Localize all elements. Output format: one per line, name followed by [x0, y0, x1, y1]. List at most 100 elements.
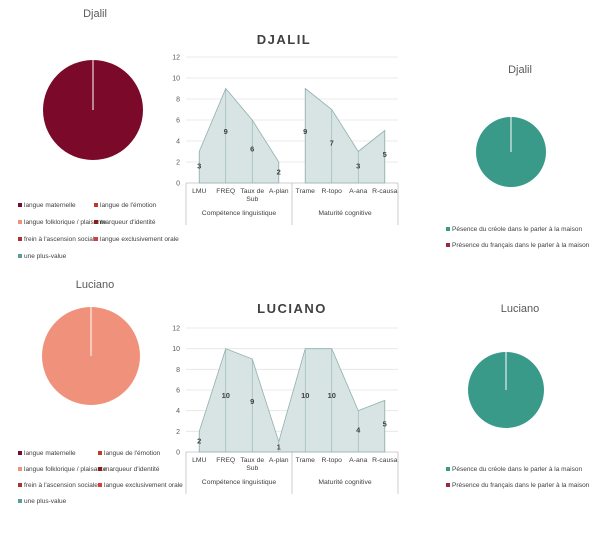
y-tick-label: 10: [172, 346, 180, 353]
data-label: 6: [250, 144, 254, 153]
legend-swatch: [18, 483, 22, 488]
legend-swatch: [94, 220, 98, 225]
legend-item: langue de l'émotion: [98, 447, 160, 461]
group-label: Compétence linguistique: [202, 479, 277, 486]
legend-label: marqueur d'identité: [104, 466, 160, 473]
legend-label: langue maternelle: [24, 450, 76, 457]
x-tick-label: Trame: [296, 188, 316, 195]
legend-swatch: [18, 237, 22, 242]
pie-title: Djalil: [508, 64, 532, 76]
x-tick-label: LMU: [192, 188, 206, 195]
pie-legend: langue maternelle langue de l'émotion lang…: [18, 199, 198, 269]
data-label: 9: [303, 127, 307, 136]
pie-chart: Djalil: [476, 64, 546, 187]
pie-title: Luciano: [501, 303, 540, 315]
legend-label: une plus-value: [24, 498, 67, 505]
legend-label: langue folklorique / plaisante: [24, 466, 107, 473]
pie-title: Djalil: [83, 8, 107, 20]
y-tick-label: 4: [176, 139, 180, 146]
legend-swatch: [446, 243, 450, 248]
legend-label: langue de l'émotion: [100, 202, 157, 209]
data-label: 2: [197, 437, 201, 446]
legend-item: une plus-value: [18, 250, 66, 264]
y-tick-label: 8: [176, 97, 180, 104]
legend-item: langue folklorique / plaisante: [18, 463, 106, 477]
x-tick-label: R-topo: [322, 457, 343, 464]
data-label: 3: [356, 162, 360, 171]
chart-title: DJALIL: [257, 32, 312, 47]
group-label: Compétence linguistique: [202, 210, 277, 217]
legend-label: Présence du français dans le parler à la…: [452, 242, 590, 249]
legend-swatch: [98, 467, 102, 472]
legend-item: Présence du français dans le parler à la…: [446, 479, 589, 493]
legend-label: Pésence du créole dans le parler à la ma…: [452, 226, 583, 233]
legend-label: une plus-value: [24, 253, 67, 260]
legend-label: langue exclusivement orale: [100, 236, 179, 243]
legend-item: frein à l'ascension sociale: [18, 479, 98, 493]
legend-swatch: [18, 220, 22, 225]
y-tick-label: 10: [172, 76, 180, 83]
data-label: 5: [383, 150, 387, 159]
data-label: 4: [356, 425, 361, 434]
legend-label: Pésence du créole dans le parler à la ma…: [452, 466, 583, 473]
legend-swatch: [18, 499, 22, 504]
legend-item: langue maternelle: [18, 447, 76, 461]
legend-swatch: [18, 451, 22, 456]
data-label: 10: [301, 391, 309, 400]
x-tick-label: R-topo: [322, 188, 343, 195]
legend-swatch: [446, 483, 450, 488]
legend-label: langue maternelle: [24, 202, 76, 209]
y-tick-label: 2: [176, 160, 180, 167]
legend-item: Pésence du créole dans le parler à la ma…: [446, 223, 582, 237]
series-area: [304, 87, 386, 184]
data-label: 9: [224, 127, 228, 136]
data-label: 9: [250, 397, 254, 406]
legend-swatch: [94, 237, 98, 242]
data-label: 1: [277, 443, 281, 452]
y-tick-label: 2: [176, 429, 180, 436]
y-tick-label: 0: [176, 181, 180, 188]
legend-label: langue de l'émotion: [104, 450, 161, 457]
legend-swatch: [94, 203, 98, 208]
legend-swatch: [446, 227, 450, 232]
data-label: 2: [277, 167, 281, 176]
series-area: [198, 348, 386, 453]
legend-swatch: [98, 483, 102, 488]
legend-item: Présence du français dans le parler à la…: [446, 239, 589, 253]
legend-item: marqueur d'identité: [98, 463, 159, 477]
legend-item: une plus-value: [18, 495, 66, 509]
pie-legend: Pésence du créole dans le parler à la ma…: [446, 223, 596, 263]
legend-swatch: [18, 254, 22, 259]
chart-title: LUCIANO: [257, 301, 327, 316]
y-tick-label: 8: [176, 367, 180, 374]
legend-swatch: [18, 203, 22, 208]
x-tick-label: Taux de Sub: [240, 188, 264, 203]
group-label: Maturité cognitive: [318, 210, 371, 217]
data-label: 10: [222, 391, 230, 400]
legend-label: marqueur d'identité: [100, 219, 156, 226]
area-chart: DJALIL 0 2 4 6 8 10 12 3 9 6 2 9 7 3 5 LMU FREQ Taux de Sub…: [172, 32, 399, 225]
x-tick-label: A-plan: [269, 457, 289, 464]
x-tick-label: Taux de Sub: [240, 457, 264, 472]
pie-legend: Pésence du créole dans le parler à la ma…: [446, 463, 596, 503]
legend-label: frein à l'ascension sociale: [24, 236, 98, 243]
legend-item: marqueur d'identité: [94, 216, 155, 230]
legend-item: frein à l'ascension sociale: [18, 233, 98, 247]
x-tick-label: A-ana: [349, 188, 367, 195]
y-tick-label: 4: [176, 408, 180, 415]
legend-label: langue folklorique / plaisante: [24, 219, 107, 226]
x-tick-label: A-ana: [349, 457, 367, 464]
data-label: 3: [197, 162, 201, 171]
data-label: 5: [383, 420, 387, 429]
y-tick-label: 6: [176, 118, 180, 125]
legend-item: langue maternelle: [18, 199, 76, 213]
pie-chart: Djalil: [43, 8, 143, 160]
area-chart: LUCIANO 0 2 4 6 8 10 12 2 10 9 1 10 10 4 5 LMU FREQ Taux d…: [172, 301, 399, 494]
x-tick-label: R-causa: [372, 188, 398, 195]
legend-item: langue exclusivement orale: [98, 479, 183, 493]
y-tick-label: 6: [176, 388, 180, 395]
y-tick-label: 12: [172, 326, 180, 333]
x-tick-label: R-causa: [372, 457, 398, 464]
legend-swatch: [446, 467, 450, 472]
x-tick-label: LMU: [192, 457, 206, 464]
